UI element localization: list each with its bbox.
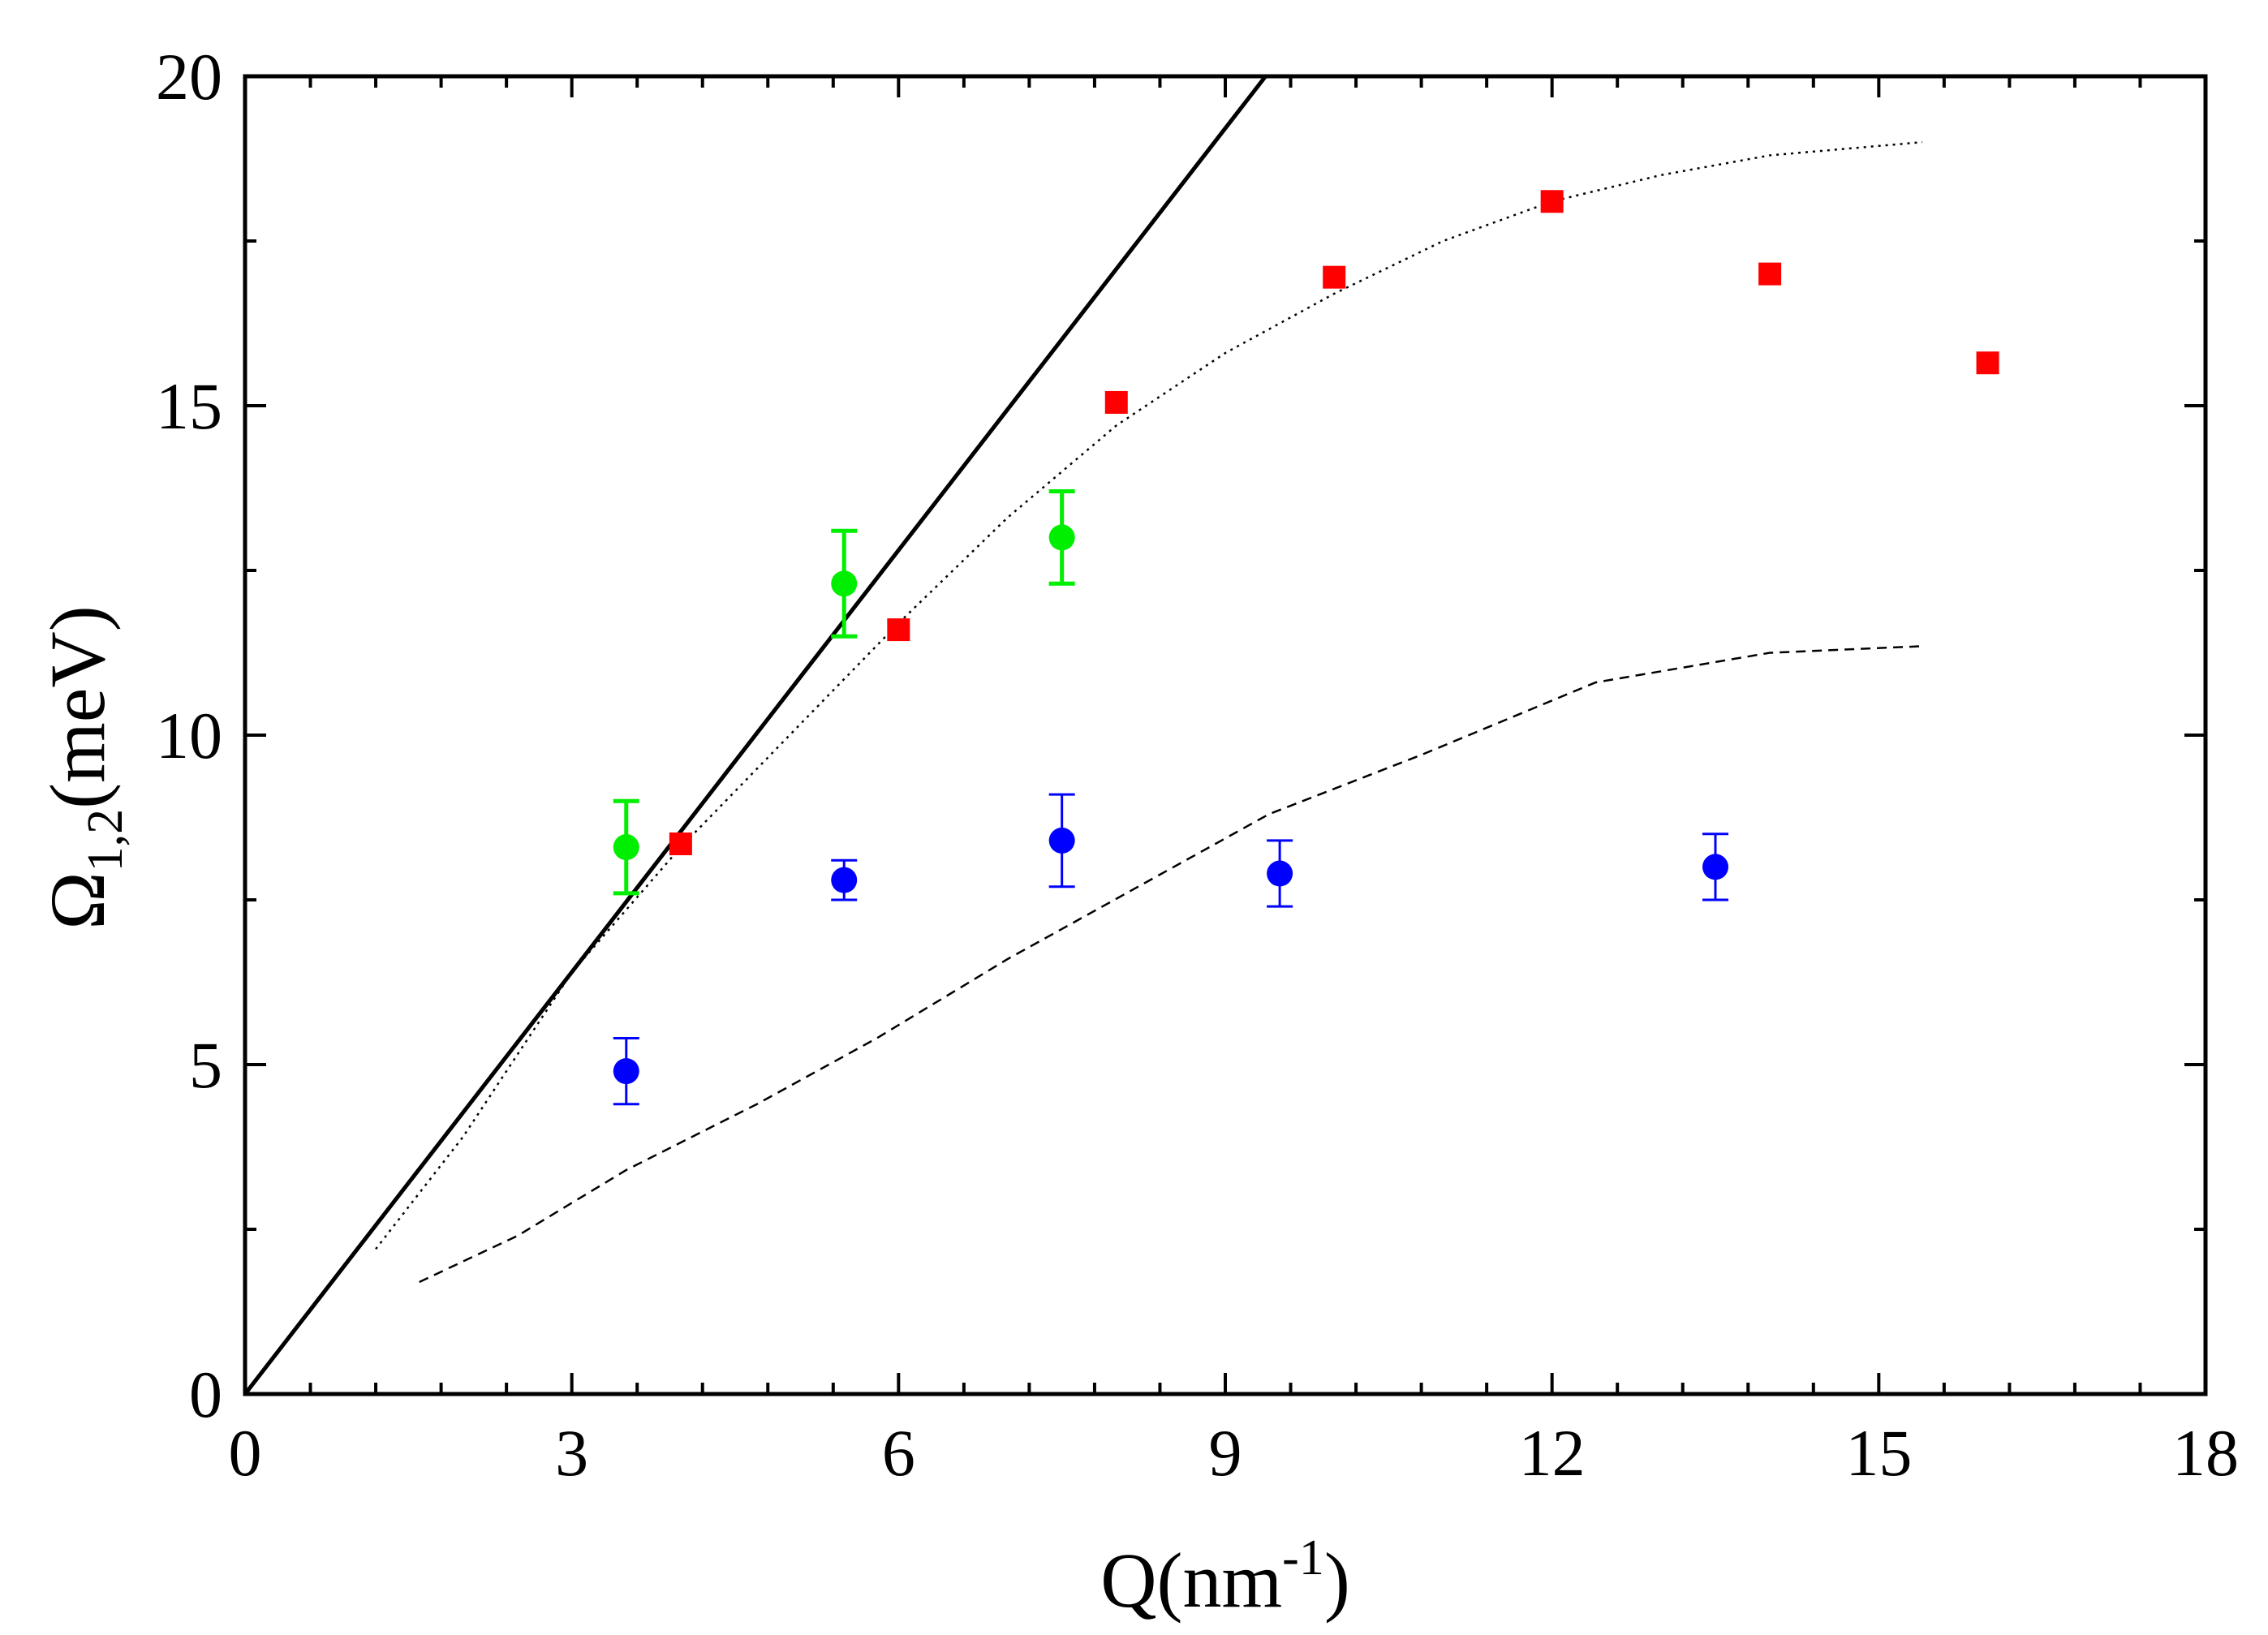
- data-point-square: [1540, 190, 1564, 213]
- x-tick-label: 3: [555, 1416, 588, 1490]
- data-point-blue: [613, 1058, 639, 1085]
- x-tick-label: 6: [882, 1416, 915, 1490]
- y-axis-title-unit: (meV): [34, 605, 121, 809]
- data-point-square: [1104, 390, 1128, 414]
- data-point-square: [1758, 262, 1782, 286]
- data-point-green: [1048, 524, 1075, 551]
- x-axis-title-main: Q(nm: [1100, 1537, 1282, 1624]
- y-tick-label: 10: [156, 699, 222, 772]
- y-axis-title-sub: 1,2: [78, 809, 133, 872]
- dashed-line: [419, 645, 1923, 1284]
- x-tick-label: 9: [1209, 1416, 1242, 1490]
- y-axis-title: Ω1,2(meV): [34, 605, 133, 929]
- series-layer: [243, 75, 1999, 1396]
- x-tick-label: 15: [1845, 1416, 1912, 1490]
- data-point-blue: [1702, 854, 1728, 880]
- x-axis-title-close: ): [1324, 1537, 1350, 1624]
- data-point-square: [1976, 351, 1999, 375]
- y-axis-title-symbol: Ω: [34, 871, 121, 929]
- x-axis-title: Q(nm-1): [1100, 1530, 1350, 1624]
- tick-layer: [243, 75, 2207, 1396]
- y-tick-label: 15: [156, 369, 222, 443]
- data-point-square: [887, 618, 910, 642]
- data-point-green: [613, 834, 639, 861]
- tick-label-layer: 0 3 6 9 12 15 18 0 5 10 15 20: [156, 40, 2239, 1490]
- y-tick-label: 0: [189, 1357, 222, 1431]
- data-point-blue: [1048, 827, 1075, 854]
- solid-line: [243, 75, 1267, 1396]
- y-tick-label: 20: [156, 40, 222, 114]
- x-tick-label: 0: [229, 1416, 262, 1490]
- x-tick-label: 18: [2172, 1416, 2239, 1490]
- dotted-line: [375, 140, 1923, 1250]
- data-point-square: [669, 832, 692, 855]
- x-axis-title-sup: -1: [1282, 1530, 1324, 1586]
- data-point-blue: [1267, 860, 1293, 887]
- x-tick-label: 12: [1519, 1416, 1586, 1490]
- data-point-green: [831, 570, 858, 597]
- y-tick-label: 5: [189, 1028, 222, 1102]
- data-point-blue: [831, 867, 858, 893]
- data-point-square: [1323, 265, 1346, 289]
